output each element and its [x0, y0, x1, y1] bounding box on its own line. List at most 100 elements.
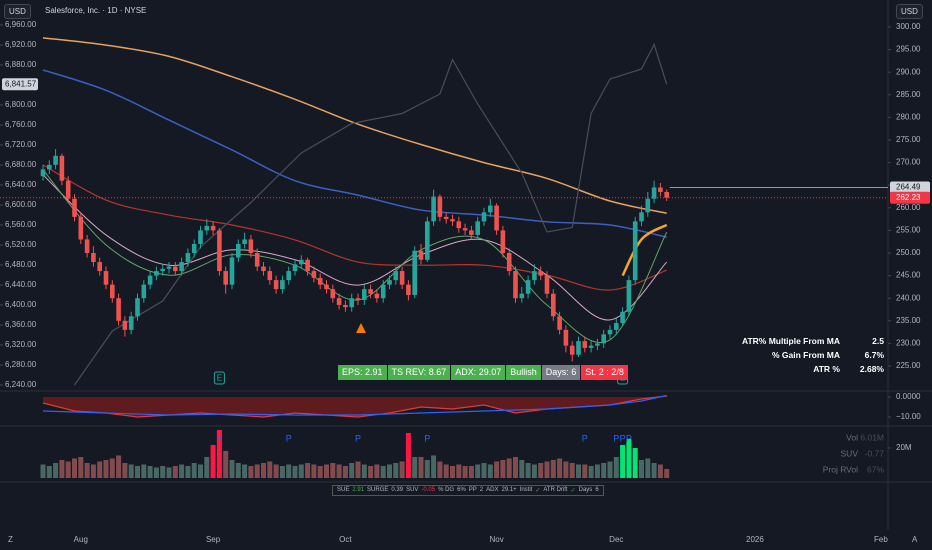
volume-bar [292, 465, 298, 478]
volume-bar [305, 462, 311, 478]
strip-value: -0.05 [421, 487, 436, 493]
volume-bar [361, 464, 367, 478]
candle-body [538, 271, 543, 276]
stat-label: Vol [846, 432, 858, 442]
volume-bar [500, 459, 506, 478]
strip-value: ✓ [535, 488, 541, 494]
volume-bar [525, 462, 531, 478]
candle-body [595, 343, 600, 346]
stat-value: 6.01M [860, 432, 884, 442]
y-tick-label: 230.00 [896, 339, 921, 348]
volume-bar [191, 462, 197, 478]
volume-bar [412, 456, 418, 478]
candle-body [412, 250, 417, 296]
volume-bar [103, 459, 109, 478]
badge: TS REV: 8.67 [387, 365, 451, 380]
volume-bar [242, 464, 248, 478]
volume-bar [601, 462, 607, 478]
volume-bar [235, 462, 241, 478]
volume-bar [487, 464, 493, 478]
strip-label: SUV [406, 487, 419, 493]
volume-bar [657, 464, 663, 478]
line [42, 169, 668, 343]
y-tick-label: 260.00 [896, 203, 921, 212]
candle-body [576, 341, 581, 355]
candle-body [425, 221, 430, 260]
volume-bar [431, 455, 437, 478]
volume-bar [298, 464, 304, 478]
volume-bar [437, 461, 443, 478]
candle-body [355, 298, 361, 301]
y-tick-label: 235.00 [896, 316, 921, 325]
candle-body [236, 243, 241, 258]
y-tick-label: 255.00 [896, 226, 921, 235]
y-tick-label: 20M [896, 443, 912, 452]
candle-body [324, 284, 329, 290]
y2-tick-label: 6,880.00 [5, 60, 37, 69]
candle-body [645, 198, 651, 213]
y2-tick-label: 6,560.00 [5, 220, 37, 229]
y-tick-label: 240.00 [896, 293, 921, 302]
candle-body [462, 228, 468, 231]
volume-bar [97, 461, 103, 478]
volume-bar [645, 458, 651, 478]
volume-bar [481, 462, 487, 478]
volume-bar [456, 464, 462, 478]
volume-bar [588, 465, 594, 478]
candle-body [280, 280, 285, 290]
candle-body [166, 266, 172, 269]
volume-bar [443, 464, 449, 478]
strip-label: Instit [519, 487, 533, 493]
candle-body [481, 212, 487, 222]
stat-label: SUV [841, 448, 859, 458]
candle-body [267, 271, 273, 281]
candle-body [368, 289, 373, 294]
strip-value: 29.1+ [501, 487, 517, 493]
y2-tick-label: 6,360.00 [5, 320, 37, 329]
corner-icon[interactable]: A [912, 535, 918, 544]
volume-bar [273, 464, 279, 478]
volume-bar [330, 462, 336, 478]
candle-body [110, 284, 115, 299]
currency-button[interactable]: USD [4, 4, 31, 19]
volume-bar [135, 465, 140, 478]
candle-body [469, 230, 474, 235]
candle-body [475, 221, 480, 235]
volume-bar [204, 456, 210, 478]
candle-body [532, 271, 537, 281]
candle-body [349, 298, 354, 308]
volume-bar [626, 438, 632, 478]
volume-bar [538, 462, 544, 478]
x-tick-label: Oct [339, 535, 352, 544]
y-tick-label: 280.00 [896, 113, 921, 122]
candle-body [399, 271, 405, 285]
candle-body [261, 266, 266, 272]
x-tick-label: Sep [206, 535, 221, 544]
candle-body [141, 284, 147, 299]
candle-body [588, 345, 594, 348]
candle-body [160, 268, 165, 272]
line [42, 164, 667, 291]
y2-tick-label: 6,680.00 [5, 160, 37, 169]
info-label: ATR% Multiple From MA [741, 336, 840, 346]
pivot-marker: P [216, 433, 222, 443]
volume-bar [576, 464, 581, 478]
currency-button[interactable]: USD [896, 4, 923, 19]
info-value: 2.68% [859, 364, 884, 374]
candle-body [47, 164, 52, 170]
candle-body [91, 253, 96, 263]
candle-body [116, 298, 121, 321]
y-tick-label: 290.00 [896, 67, 921, 76]
candle-body [53, 155, 58, 165]
corner-icon[interactable]: Z [8, 535, 13, 544]
x-tick-label: Feb [874, 535, 888, 544]
volume-bar [166, 467, 172, 478]
y-tick-label: 285.00 [896, 90, 921, 99]
candle-body [626, 280, 632, 312]
candle-body [620, 311, 625, 324]
volume-bar [172, 465, 178, 478]
candle-body [198, 230, 203, 244]
candle-body [147, 275, 153, 285]
y-tick-label: 295.00 [896, 45, 921, 54]
